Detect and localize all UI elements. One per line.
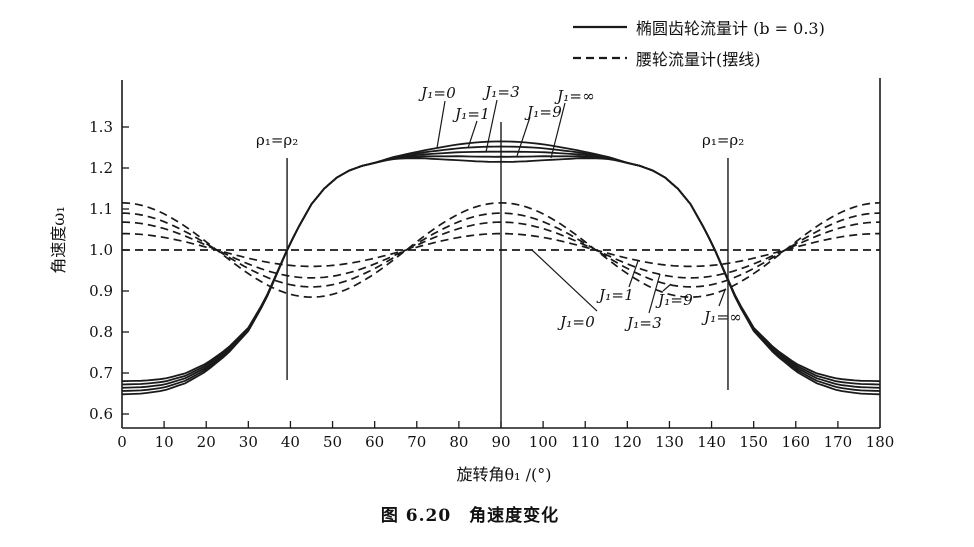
solid-j9-label: J₁=9 [527,103,562,121]
x-tick-label: 80 [449,433,468,451]
legend-label-elliptical-gear: 椭圆齿轮流量计 (b = 0.3) [636,19,825,38]
dashed-line-sample [573,56,627,60]
leader-line [718,289,726,307]
y-tick-label: 0.8 [89,323,113,341]
dashed-j9-label: J₁=9 [658,291,693,309]
x-tick-label: 10 [155,433,174,451]
leader-line [436,100,446,149]
y-tick-label: 1.2 [89,159,113,177]
legend-label-roots-meter: 腰轮流量计(摆线) [636,50,761,69]
y-axis-title: 角速度ω₁ [49,206,68,274]
x-tick-label: 130 [655,433,684,451]
solid-j0-label: J₁=0 [421,84,456,102]
x-tick-label: 140 [697,433,726,451]
leader-line [648,273,661,314]
x-tick-label: 90 [491,433,510,451]
x-tick-label: 180 [866,433,895,451]
solid-jinf-label: J₁=∞ [557,87,595,105]
x-tick-label: 100 [529,433,558,451]
dashed-curve-J₁=3 [121,221,881,279]
x-tick-label: 60 [365,433,384,451]
leader-line [516,116,531,157]
leader-line [628,260,639,288]
legend-item-roots-meter: 腰轮流量计(摆线) [573,47,761,69]
leader-line [467,120,478,149]
x-tick-label: 70 [407,433,426,451]
x-tick-label: 20 [197,433,216,451]
rho-equal-label-right: ρ₁=ρ₂ [702,131,745,149]
dashed-j0-label: J₁=0 [560,313,595,331]
solid-j1-label: J₁=1 [455,105,490,123]
leader-line [662,283,672,292]
solid-j3-label: J₁=3 [485,83,520,101]
leader-line [550,102,566,159]
x-tick-label: 30 [239,433,258,451]
leader-line [531,249,598,312]
y-tick-label: 0.7 [89,364,113,382]
y-tick-label: 0.6 [89,405,113,423]
y-tick-label: 1.1 [89,200,113,218]
dashed-jinf-label: J₁=∞ [704,308,742,326]
solid-line-sample [573,25,627,29]
dashed-curve-J₁=1 [122,232,880,268]
x-tick-label: 50 [323,433,342,451]
y-tick-label: 1.0 [89,241,113,259]
y-tick-label: 0.9 [89,282,113,300]
x-tick-label: 150 [739,433,768,451]
dashed-j3-label: J₁=3 [627,314,662,332]
x-tick-label: 110 [571,433,600,451]
x-tick-label: 0 [117,433,127,451]
legend-item-elliptical-gear: 椭圆齿轮流量计 (b = 0.3) [573,16,825,38]
dashed-j1-label: J₁=1 [599,286,634,304]
rho-equal-label-left: ρ₁=ρ₂ [256,131,299,149]
x-tick-label: 160 [781,433,810,451]
x-tick-label: 40 [281,433,300,451]
y-tick-label: 1.3 [89,118,113,136]
figure-caption: 图 6.20 角速度变化 [380,506,560,526]
x-axis-title: 旋转角θ₁ /(°) [456,465,552,484]
leader-line [485,99,498,153]
x-tick-label: 170 [824,433,853,451]
x-tick-label: 120 [613,433,642,451]
